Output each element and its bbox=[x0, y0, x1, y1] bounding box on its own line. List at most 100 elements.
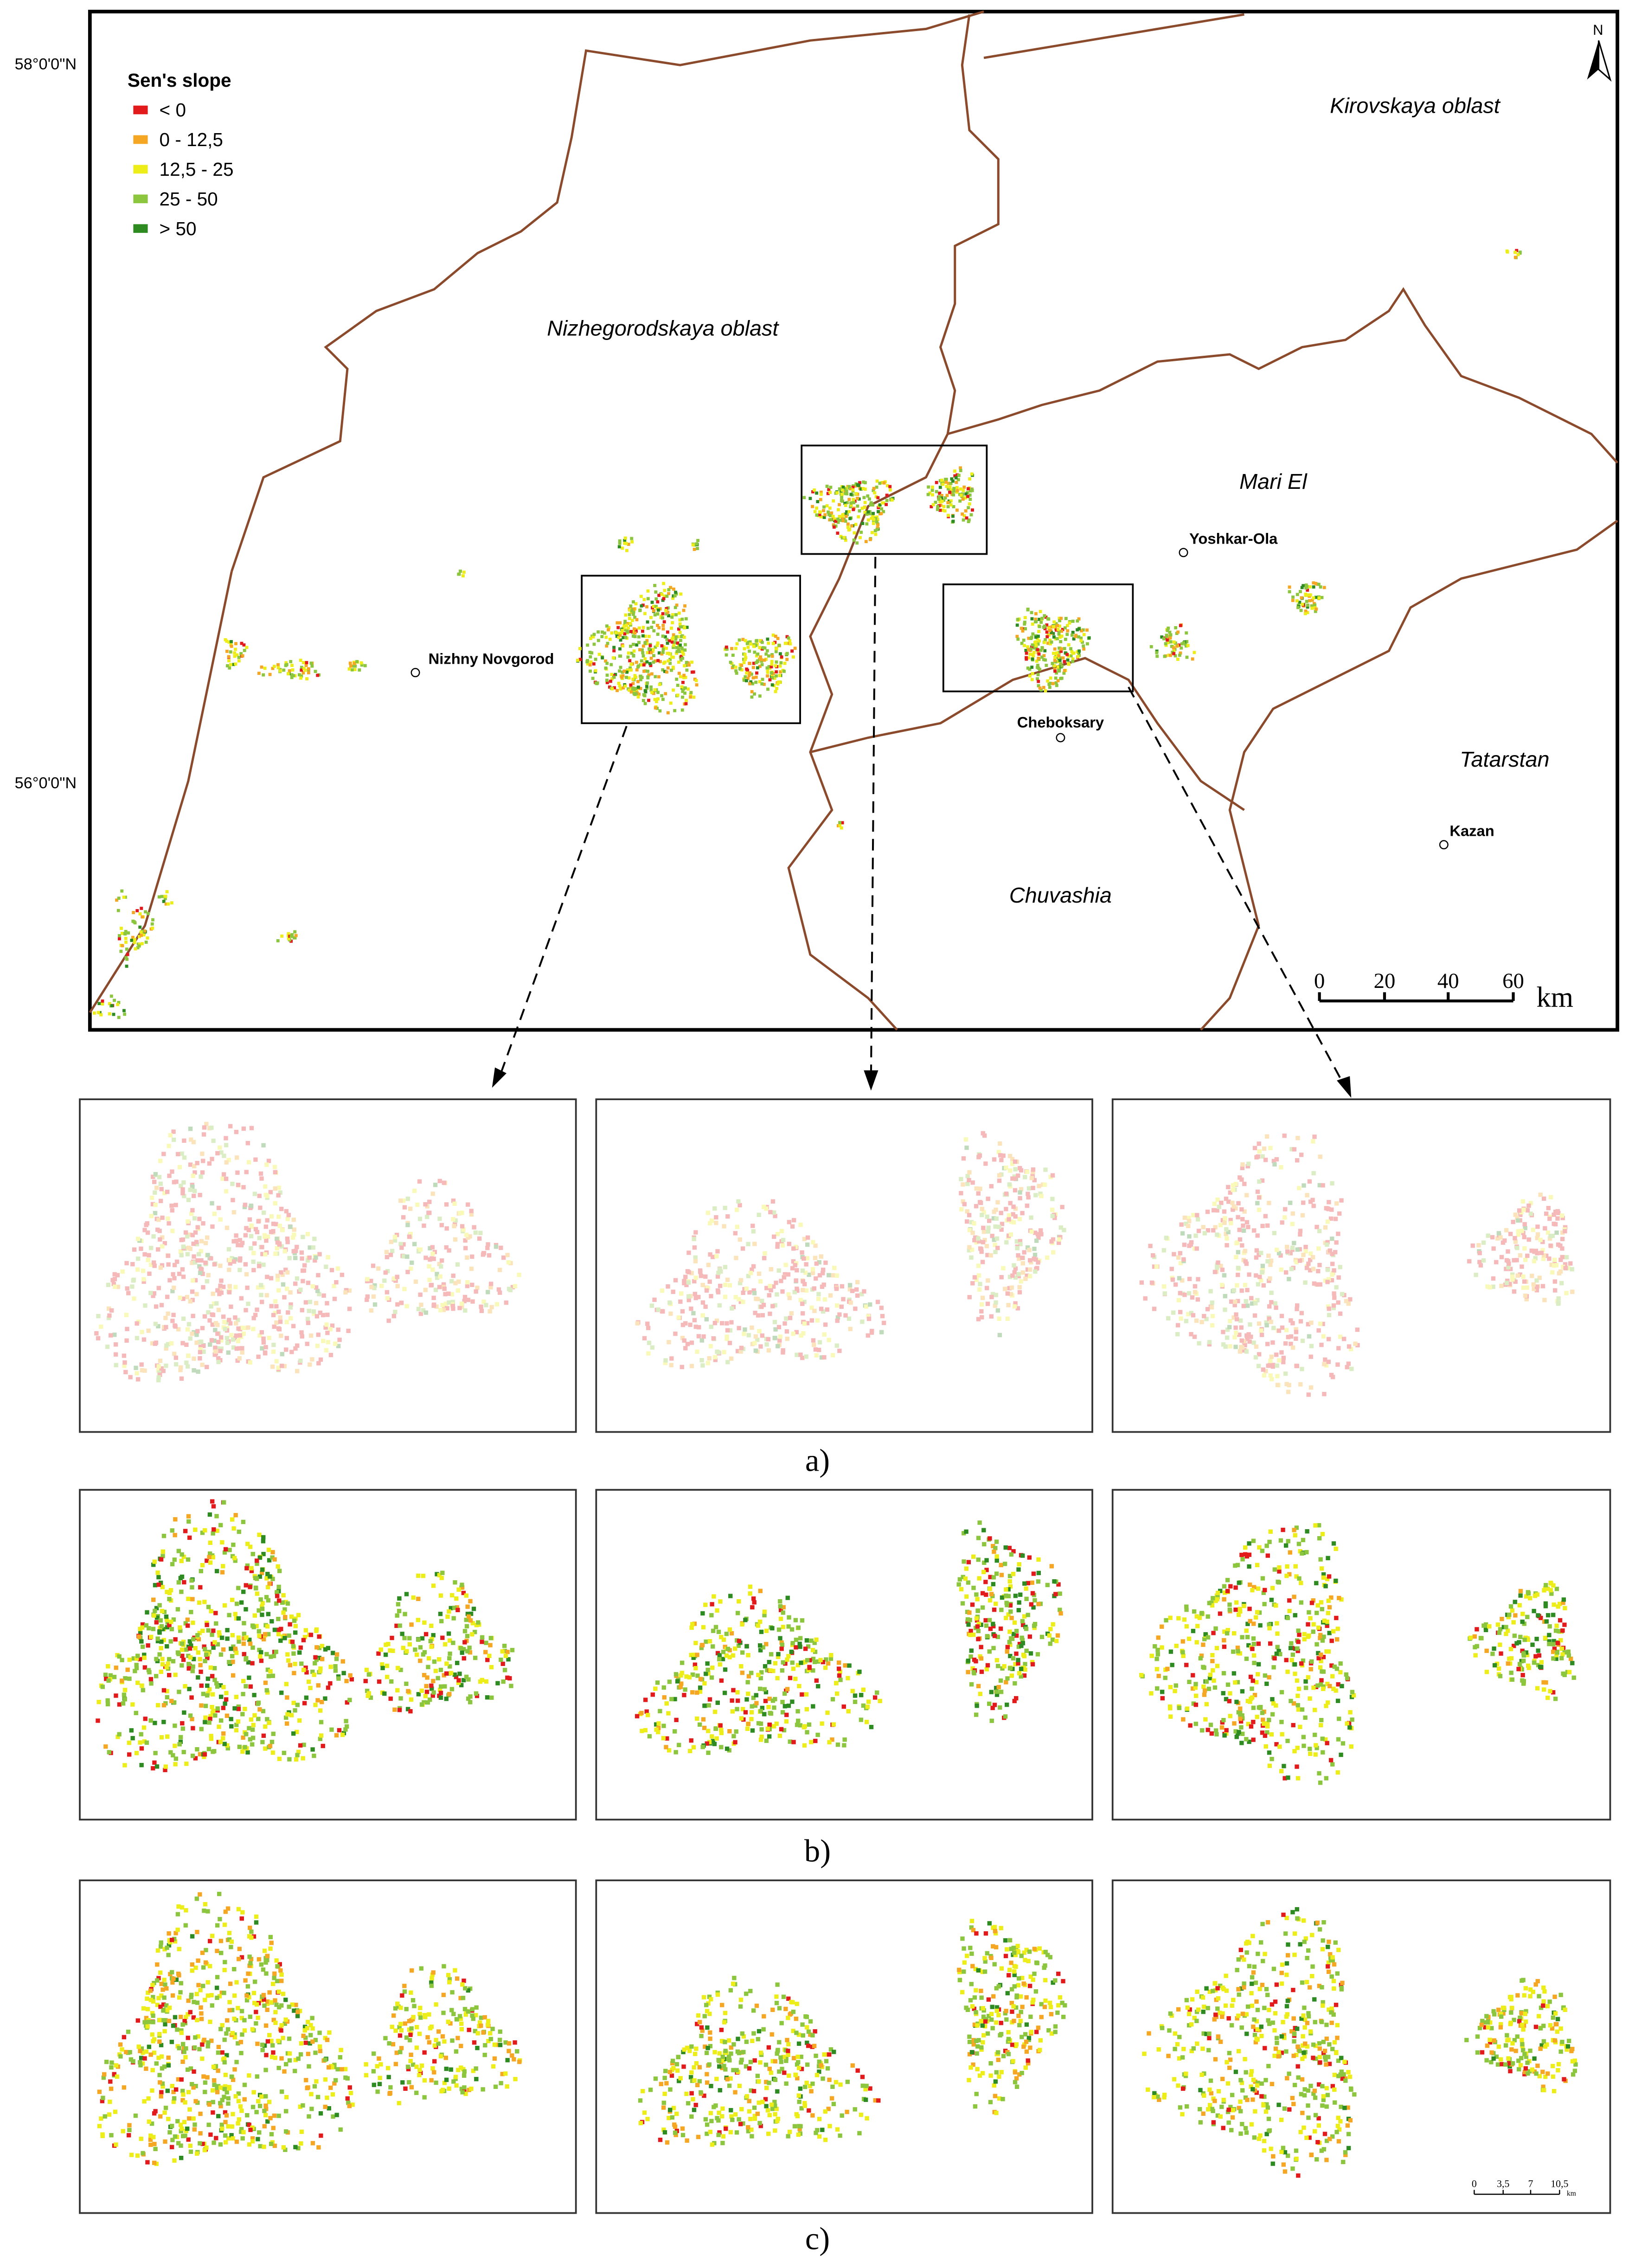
pixel bbox=[962, 514, 966, 518]
pixel bbox=[447, 1248, 451, 1253]
pixel bbox=[263, 1632, 268, 1637]
pixel bbox=[678, 618, 682, 622]
pixel bbox=[751, 1229, 756, 1234]
pixel bbox=[1208, 1304, 1213, 1309]
pixel bbox=[623, 538, 627, 542]
pixel bbox=[394, 1623, 399, 1628]
pixel bbox=[174, 1362, 179, 1367]
pixel bbox=[964, 1145, 969, 1150]
pixel bbox=[854, 482, 858, 486]
pixel bbox=[1345, 1365, 1349, 1370]
pixel bbox=[123, 1676, 128, 1681]
pixel bbox=[215, 1288, 220, 1293]
pixel bbox=[142, 1228, 147, 1232]
pixel bbox=[1185, 644, 1188, 648]
pixel bbox=[1237, 1333, 1242, 1337]
pixel bbox=[134, 1663, 139, 1667]
pixel bbox=[832, 1266, 837, 1270]
pixel bbox=[816, 1292, 821, 1296]
pixel bbox=[160, 1585, 165, 1589]
pixel bbox=[1045, 630, 1049, 634]
raster-patch bbox=[959, 1131, 1066, 1338]
pixel bbox=[767, 654, 770, 658]
pixel bbox=[751, 1695, 756, 1700]
pixel bbox=[1563, 1225, 1568, 1230]
pixel bbox=[787, 1242, 792, 1246]
pixel bbox=[1257, 1195, 1262, 1199]
pixel bbox=[1240, 1243, 1244, 1248]
pixel bbox=[179, 1249, 183, 1254]
pixel bbox=[859, 531, 863, 534]
pixel bbox=[776, 682, 780, 686]
pixel bbox=[189, 1137, 193, 1142]
pixel bbox=[1050, 1173, 1055, 1178]
pixel bbox=[626, 630, 630, 634]
pixel bbox=[505, 1650, 510, 1654]
pixel bbox=[120, 932, 124, 935]
pixel bbox=[875, 485, 878, 489]
pixel bbox=[821, 1309, 826, 1314]
pixel bbox=[130, 938, 134, 942]
pixel bbox=[231, 1239, 236, 1244]
pixel bbox=[1266, 1253, 1271, 1258]
pixel bbox=[632, 600, 635, 604]
pixel bbox=[447, 1691, 452, 1697]
pixel bbox=[180, 1726, 186, 1731]
pixel bbox=[1330, 1272, 1334, 1277]
pixel bbox=[725, 1336, 729, 1341]
pixel bbox=[205, 1253, 210, 1257]
pixel bbox=[718, 1269, 723, 1274]
pixel bbox=[776, 1344, 780, 1349]
pixel bbox=[146, 1328, 151, 1333]
pixel bbox=[113, 999, 116, 1002]
pixel bbox=[1212, 1269, 1218, 1275]
pixel bbox=[1508, 1267, 1513, 1271]
pixel bbox=[200, 1152, 205, 1156]
pixel bbox=[1327, 1307, 1331, 1311]
pixel bbox=[1242, 1209, 1247, 1214]
pixel bbox=[208, 1540, 212, 1545]
pixel bbox=[454, 1596, 459, 1601]
pixel bbox=[437, 1179, 442, 1184]
pixel bbox=[763, 658, 766, 662]
pixel bbox=[662, 620, 666, 624]
pixel bbox=[1263, 1214, 1268, 1218]
pixel bbox=[257, 1707, 262, 1712]
pixel bbox=[167, 1173, 172, 1178]
pixel bbox=[681, 695, 684, 699]
pixel bbox=[108, 1673, 113, 1678]
pixel bbox=[993, 1243, 997, 1247]
pixel bbox=[276, 939, 280, 942]
pixel bbox=[489, 1305, 494, 1309]
pixel bbox=[661, 651, 665, 654]
pixel bbox=[725, 1328, 730, 1333]
pixel bbox=[349, 664, 353, 668]
pixel bbox=[120, 1658, 124, 1662]
pixel bbox=[210, 1224, 215, 1229]
pixel bbox=[1166, 1316, 1171, 1320]
pixel bbox=[165, 890, 169, 894]
pixel bbox=[261, 1535, 266, 1540]
pixel bbox=[785, 658, 789, 661]
pixel bbox=[461, 1229, 465, 1234]
pixel bbox=[1525, 1208, 1530, 1213]
pixel bbox=[1031, 1185, 1035, 1191]
pixel bbox=[192, 1254, 196, 1259]
pixel bbox=[202, 1125, 207, 1130]
pixel bbox=[398, 1301, 404, 1306]
map-frame bbox=[88, 10, 1619, 1032]
pixel bbox=[805, 1321, 810, 1326]
pixel bbox=[1032, 1253, 1038, 1257]
pixel bbox=[706, 1262, 711, 1267]
pixel bbox=[224, 1320, 229, 1325]
pixel bbox=[1251, 1340, 1256, 1345]
pixel bbox=[1221, 1330, 1225, 1334]
pixel bbox=[1560, 1246, 1564, 1251]
pixel bbox=[1037, 1258, 1042, 1263]
pixel bbox=[276, 1365, 281, 1370]
pixel bbox=[281, 1610, 286, 1615]
pixel bbox=[140, 1330, 144, 1334]
pixel bbox=[210, 1692, 215, 1697]
pixel bbox=[198, 1347, 203, 1352]
pixel bbox=[687, 663, 691, 667]
